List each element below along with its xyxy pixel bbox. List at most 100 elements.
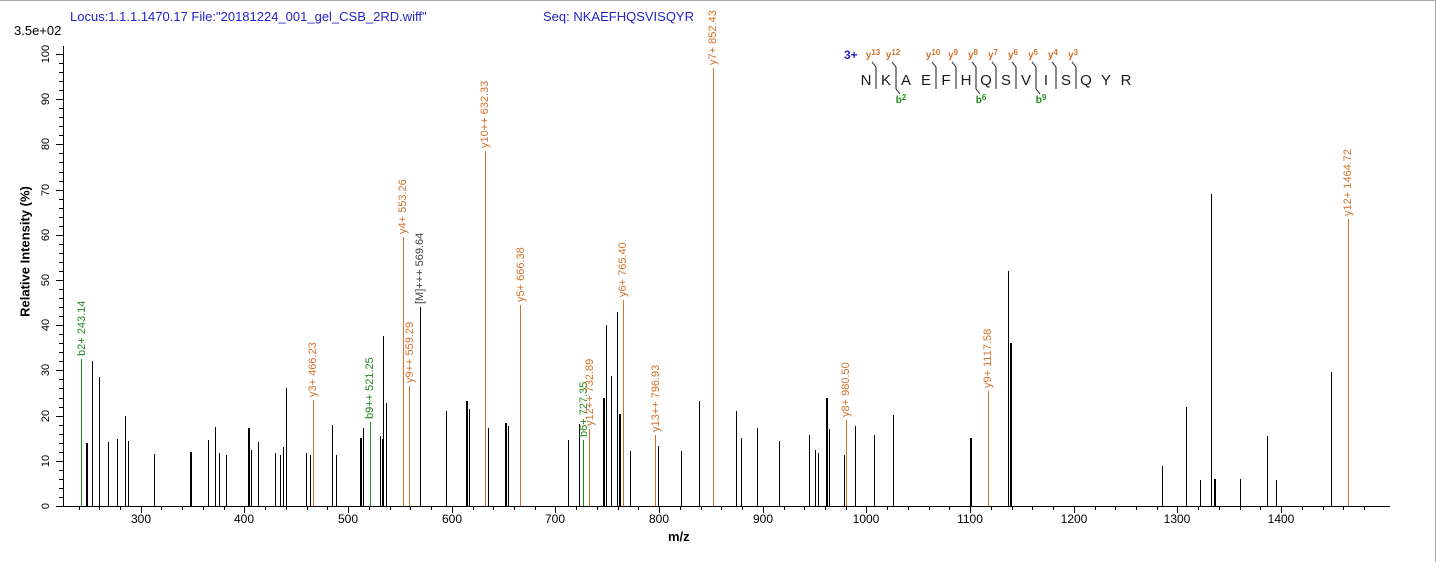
- peak: [283, 447, 284, 506]
- y-tick: [59, 72, 63, 73]
- y-tick: [56, 235, 63, 236]
- x-tick: [244, 507, 245, 513]
- x-tick-label: 1100: [957, 512, 983, 526]
- peak: [336, 455, 337, 506]
- peak-label: y8+ 980.50: [840, 362, 852, 417]
- x-tick: [120, 507, 121, 510]
- sequence-header: Seq: NKAEFHQSVISQYR: [543, 9, 694, 24]
- x-tick: [638, 507, 639, 510]
- peak: [403, 237, 404, 506]
- x-tick: [473, 507, 474, 510]
- peptide-residue: I: [1044, 72, 1048, 89]
- fragment-cut-mark: [971, 61, 977, 68]
- peak: [757, 428, 758, 506]
- fragment-cut-mark: [1071, 61, 1077, 68]
- x-tick: [784, 507, 785, 510]
- x-tick: [1281, 507, 1282, 513]
- peak-label: y12++ 732.89: [584, 358, 596, 426]
- peak: [988, 391, 989, 506]
- x-tick: [1157, 507, 1158, 510]
- y-tick: [59, 470, 63, 471]
- x-tick: [970, 507, 971, 513]
- y-tick: [59, 199, 63, 200]
- x-tick: [1302, 507, 1303, 510]
- x-tick: [327, 507, 328, 510]
- x-tick: [1177, 507, 1178, 513]
- x-tick-label: 900: [752, 512, 774, 526]
- y-tick: [56, 461, 63, 462]
- x-tick-label: 1400: [1267, 512, 1295, 526]
- peak: [420, 307, 421, 506]
- x-tick-label: 1200: [1060, 512, 1088, 526]
- peak: [1214, 479, 1216, 506]
- y-tick: [59, 361, 63, 362]
- peak-label: b2+ 243.14: [76, 300, 88, 356]
- x-tick: [866, 507, 867, 513]
- x-tick-label: 700: [544, 512, 566, 526]
- x-tick: [929, 507, 930, 510]
- x-tick-label: 1300: [1163, 512, 1191, 526]
- peak: [363, 428, 364, 506]
- peak: [125, 416, 126, 506]
- y-tick-label: 50: [40, 273, 52, 287]
- peak: [630, 451, 631, 506]
- x-tick: [680, 507, 681, 510]
- x-tick-label: 600: [441, 512, 463, 526]
- x-tick: [846, 507, 847, 510]
- peak: [505, 423, 507, 506]
- x-tick-label: 800: [648, 512, 670, 526]
- x-tick: [908, 507, 909, 510]
- peak: [128, 441, 129, 506]
- peak: [215, 427, 216, 506]
- x-tick: [763, 507, 764, 513]
- y-tick: [59, 352, 63, 353]
- x-tick: [742, 507, 743, 510]
- peak: [508, 426, 509, 506]
- x-tick: [1095, 507, 1096, 510]
- peak: [485, 151, 486, 506]
- x-tick: [1323, 507, 1324, 510]
- x-tick-label: 1000: [852, 512, 880, 526]
- y-tick-label: 0: [40, 502, 52, 510]
- y-axis: [63, 46, 64, 507]
- peak: [360, 438, 362, 506]
- y-tick: [59, 226, 63, 227]
- x-tick: [618, 507, 619, 510]
- y-tick: [59, 162, 63, 163]
- x-tick: [452, 507, 453, 513]
- fragment-cut-mark: [975, 88, 981, 95]
- y-tick-label: 70: [40, 183, 52, 197]
- fragment-cut-mark: [1011, 61, 1017, 68]
- x-tick: [1032, 507, 1033, 510]
- peak: [809, 435, 810, 506]
- peak: [154, 454, 155, 506]
- peak: [313, 400, 314, 506]
- y-ion-marker: y4: [1048, 48, 1059, 61]
- y-tick: [59, 126, 63, 127]
- peak: [520, 305, 521, 506]
- x-tick: [141, 507, 142, 513]
- y-tick: [59, 334, 63, 335]
- y-tick: [59, 208, 63, 209]
- x-tick: [1260, 507, 1261, 510]
- x-tick: [514, 507, 515, 510]
- x-tick-label: 400: [233, 512, 255, 526]
- peak: [370, 422, 371, 506]
- peak: [970, 438, 972, 506]
- x-tick: [991, 507, 992, 510]
- peak: [829, 429, 830, 506]
- peak-label: b9++ 521.25: [364, 357, 376, 419]
- peak: [81, 359, 82, 506]
- x-tick-label: 300: [130, 512, 152, 526]
- x-tick: [949, 507, 950, 510]
- peak-label: y9++ 559.29: [404, 321, 416, 383]
- x-tick: [1198, 507, 1199, 510]
- x-tick: [431, 507, 432, 510]
- peak: [1010, 343, 1012, 506]
- x-tick: [224, 507, 225, 510]
- peak: [248, 428, 250, 506]
- y-tick: [59, 63, 63, 64]
- x-tick: [390, 507, 391, 510]
